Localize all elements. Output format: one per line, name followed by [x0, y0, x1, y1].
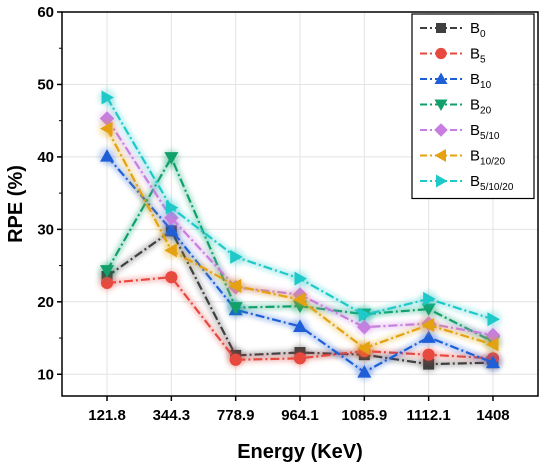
- y-tick-label: 40: [37, 149, 54, 166]
- data-point: [294, 271, 307, 286]
- legend-item: B5: [420, 46, 486, 66]
- legend-marker: [436, 174, 448, 188]
- data-point: [423, 358, 435, 370]
- data-point: [100, 121, 113, 136]
- legend-marker: [434, 149, 446, 162]
- data-point: [421, 317, 435, 332]
- data-point: [358, 307, 372, 322]
- legend-item: B10/20: [420, 148, 505, 168]
- data-point: [229, 353, 242, 366]
- data-point: [487, 312, 500, 327]
- data-point: [422, 348, 435, 361]
- x-tick-label: 1408: [476, 407, 509, 424]
- x-tick-label: 1085.9: [341, 407, 387, 424]
- legend-label: B10: [470, 71, 492, 91]
- y-axis-title: RPE (%): [5, 165, 27, 243]
- legend-item: B10: [420, 71, 492, 91]
- data-point: [228, 278, 242, 293]
- data-point: [293, 292, 306, 307]
- data-point: [100, 149, 115, 162]
- x-tick-label: 964.1: [281, 407, 319, 424]
- data-point: [357, 365, 372, 378]
- legend-label: B5/10/20: [470, 173, 514, 193]
- data-point: [293, 352, 307, 365]
- x-tick-label: 344.3: [153, 407, 191, 424]
- data-point: [101, 90, 115, 105]
- axes: 10 20 30 40 50 60 121.8 344.3 778.9 964.1 1085.9 11…: [37, 4, 509, 424]
- legend-marker: [434, 123, 448, 137]
- y-tick-label: 10: [37, 366, 54, 383]
- data-point: [164, 223, 179, 236]
- data-point: [421, 330, 436, 343]
- data-point: [485, 337, 499, 352]
- legend-label: B20: [470, 97, 492, 117]
- legend-item: B5/10/20: [420, 173, 514, 193]
- legend-label: B0: [470, 20, 486, 40]
- x-axis-title: Energy (KeV): [237, 441, 363, 463]
- legend-item: B5/10: [420, 122, 500, 142]
- legend-item: B0: [420, 20, 486, 40]
- data-point: [485, 355, 500, 369]
- data-point: [100, 276, 114, 290]
- legend-marker: [435, 47, 447, 60]
- legend-marker: [436, 23, 446, 33]
- legend-marker: [434, 72, 448, 84]
- data-point: [423, 291, 436, 306]
- legend-label: B5/10: [470, 122, 500, 142]
- x-tick-label: 121.8: [88, 407, 126, 424]
- legend-label: B5: [470, 46, 486, 66]
- y-tick-label: 30: [37, 221, 54, 238]
- series-group: [98, 88, 502, 382]
- data-point: [485, 327, 501, 343]
- x-tick-label: 778.9: [217, 407, 255, 424]
- y-tick-label: 60: [37, 4, 54, 21]
- data-point: [228, 302, 243, 315]
- legend-label: B10/20: [470, 148, 505, 168]
- legend-item: B20: [420, 97, 492, 117]
- data-point: [357, 319, 372, 335]
- data-point: [230, 249, 243, 264]
- data-point: [100, 265, 115, 278]
- data-point: [357, 341, 370, 356]
- series-5-10-20: [98, 88, 502, 329]
- data-point: [164, 152, 179, 165]
- data-point: [165, 200, 179, 215]
- data-point: [164, 243, 177, 258]
- y-tick-label: 20: [37, 294, 54, 311]
- legend-box: [411, 13, 535, 200]
- series-10: [98, 147, 502, 382]
- legend-marker: [434, 99, 448, 111]
- data-point: [165, 271, 178, 284]
- x-tick-label: 1112.1: [407, 407, 451, 424]
- series-10-20: [98, 119, 502, 358]
- y-tick-label: 50: [37, 76, 54, 93]
- legend: B0 B5 B10 B20 B5/10 B10/20 B5/10/20: [411, 13, 535, 200]
- data-point: [293, 319, 307, 332]
